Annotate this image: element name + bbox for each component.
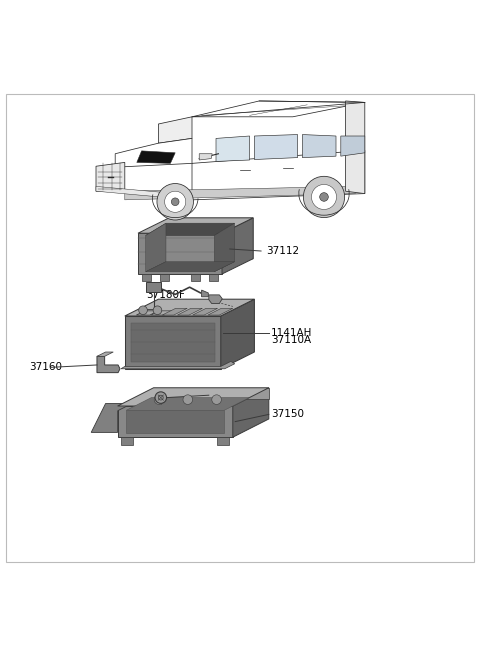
Polygon shape: [136, 311, 158, 315]
Text: 1339CD: 1339CD: [211, 390, 253, 400]
Polygon shape: [151, 311, 173, 315]
Polygon shape: [146, 223, 166, 272]
Polygon shape: [138, 233, 222, 274]
Polygon shape: [162, 308, 187, 315]
Polygon shape: [192, 101, 365, 117]
Polygon shape: [158, 117, 192, 143]
Polygon shape: [192, 150, 365, 200]
Polygon shape: [341, 136, 365, 156]
Polygon shape: [159, 274, 169, 281]
Polygon shape: [216, 136, 250, 161]
Polygon shape: [97, 356, 120, 373]
Polygon shape: [217, 437, 229, 445]
Polygon shape: [209, 295, 222, 304]
Polygon shape: [214, 223, 235, 272]
Polygon shape: [346, 101, 365, 194]
Circle shape: [320, 193, 328, 201]
Polygon shape: [131, 323, 215, 361]
Polygon shape: [191, 274, 201, 281]
Polygon shape: [233, 388, 269, 437]
Polygon shape: [221, 299, 254, 369]
Circle shape: [303, 176, 345, 218]
Polygon shape: [121, 361, 235, 369]
Text: 37180F: 37180F: [146, 291, 185, 300]
Text: 37112: 37112: [266, 246, 300, 256]
Polygon shape: [96, 186, 192, 200]
Polygon shape: [154, 388, 269, 399]
Text: 37110A: 37110A: [271, 335, 312, 345]
Polygon shape: [118, 406, 233, 437]
Polygon shape: [178, 308, 203, 315]
Text: 37160: 37160: [29, 362, 62, 373]
Circle shape: [165, 191, 186, 213]
Polygon shape: [302, 134, 336, 157]
Circle shape: [153, 306, 162, 315]
Polygon shape: [192, 308, 217, 315]
Polygon shape: [146, 262, 235, 272]
Polygon shape: [142, 274, 152, 281]
Polygon shape: [125, 299, 254, 316]
Circle shape: [183, 395, 192, 404]
Circle shape: [312, 184, 336, 209]
Polygon shape: [126, 410, 224, 433]
Polygon shape: [208, 274, 218, 281]
Polygon shape: [146, 282, 161, 292]
Polygon shape: [126, 398, 250, 410]
Polygon shape: [208, 308, 233, 315]
Circle shape: [171, 198, 179, 205]
Polygon shape: [96, 163, 125, 191]
Polygon shape: [125, 316, 221, 369]
Polygon shape: [137, 151, 175, 163]
Polygon shape: [121, 437, 133, 445]
Polygon shape: [202, 290, 208, 297]
Text: 1141AH: 1141AH: [271, 328, 312, 338]
Polygon shape: [222, 218, 253, 274]
Text: 37150: 37150: [271, 409, 304, 419]
Circle shape: [139, 306, 147, 315]
Circle shape: [157, 184, 193, 220]
Polygon shape: [146, 223, 235, 236]
Polygon shape: [138, 218, 253, 233]
Polygon shape: [91, 403, 132, 432]
Circle shape: [212, 395, 221, 404]
Polygon shape: [169, 218, 253, 258]
Circle shape: [155, 392, 167, 403]
Polygon shape: [254, 134, 298, 159]
Polygon shape: [118, 388, 269, 406]
Polygon shape: [125, 186, 355, 200]
Circle shape: [154, 395, 164, 404]
Polygon shape: [199, 154, 212, 160]
Polygon shape: [97, 352, 113, 356]
Polygon shape: [115, 138, 192, 167]
